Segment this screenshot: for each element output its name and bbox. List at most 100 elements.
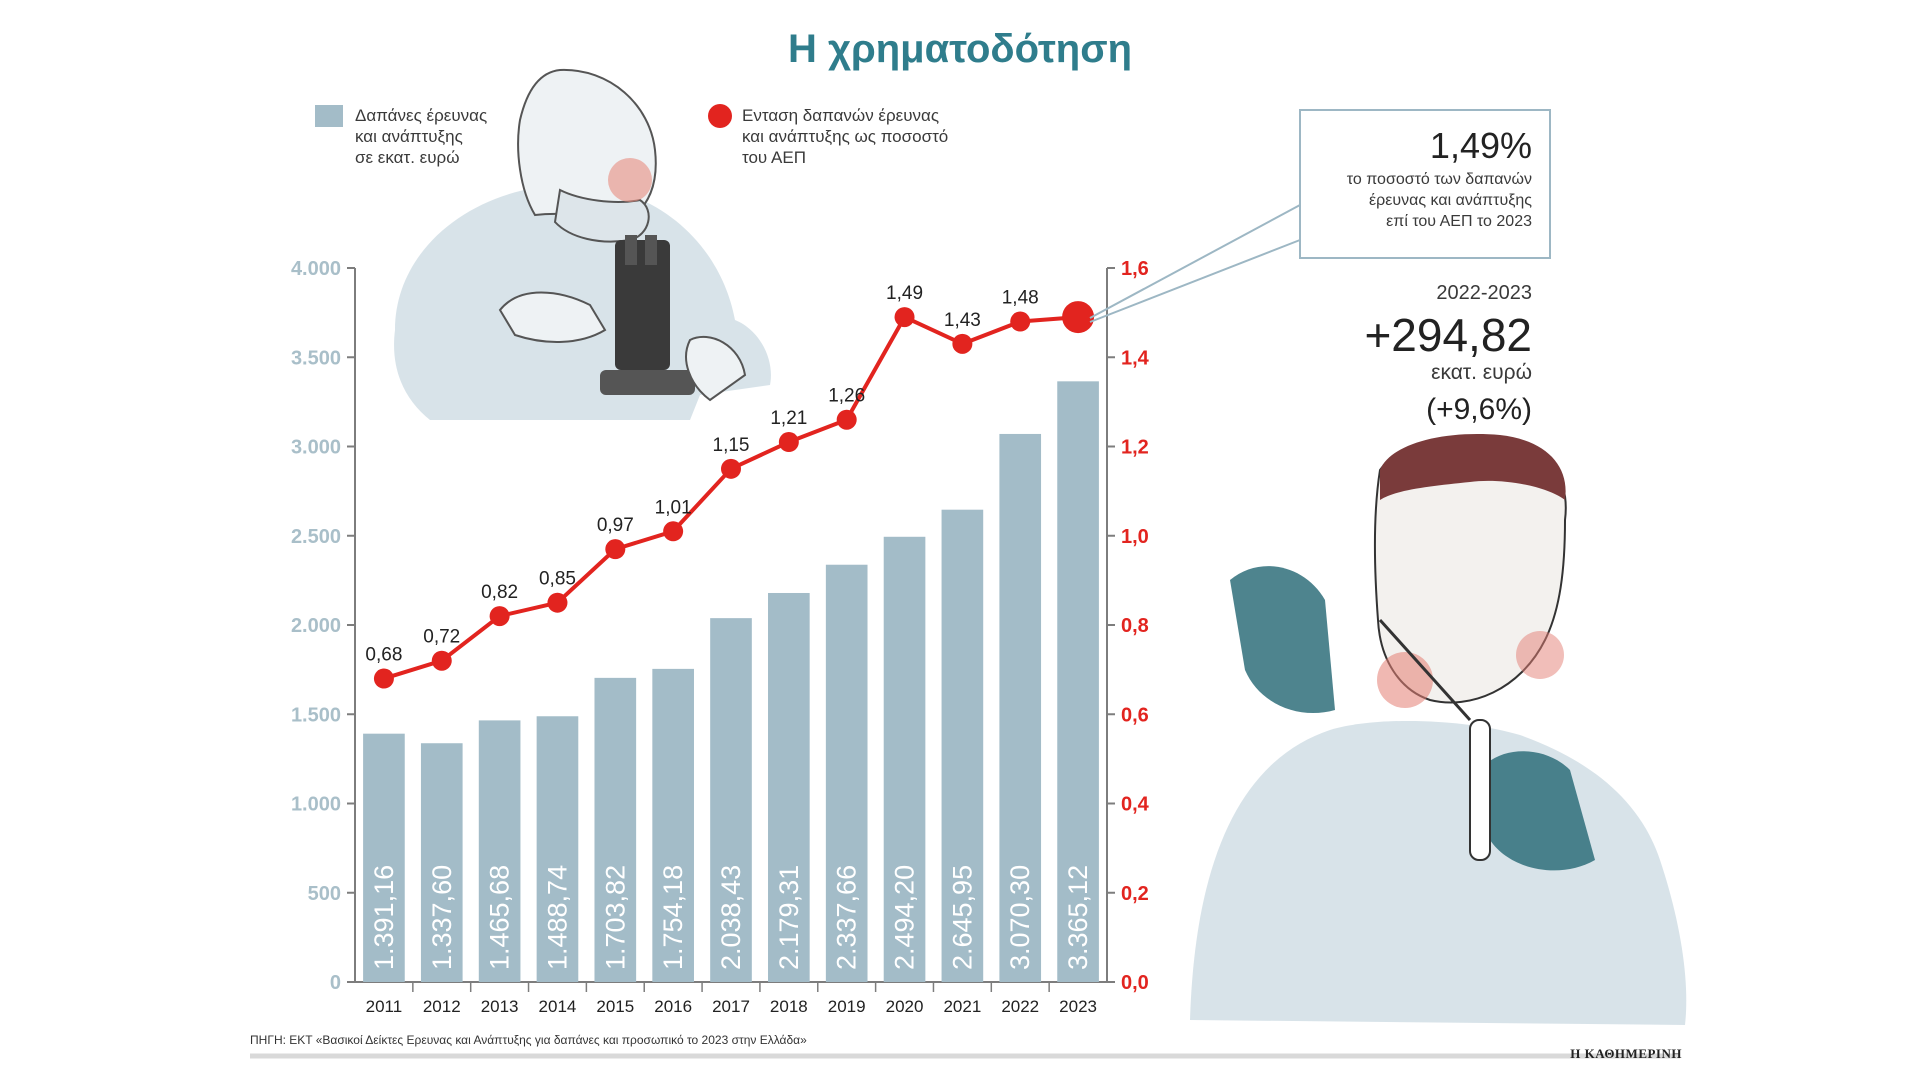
intensity-point: [663, 521, 684, 542]
callout: 1,49% το ποσοστό των δαπανών έρευνας και…: [1089, 109, 1551, 323]
stat-unit: εκατ. ευρώ: [1431, 361, 1532, 384]
legend-line-line-3: του ΑΕΠ: [742, 148, 806, 167]
legend-bars-line-2: και ανάπτυξης: [355, 127, 463, 146]
intensity-point-label: 1,15: [713, 435, 750, 456]
intensity-point: [431, 650, 452, 671]
bar: [420, 743, 463, 982]
bar: [652, 668, 694, 982]
x-axis-tick-label: 2011: [366, 997, 403, 1016]
intensity-point-label: 0,68: [365, 645, 402, 666]
intensity-point: [1062, 301, 1095, 334]
x-axis-tick-label: 2012: [423, 997, 461, 1016]
x-axis-tick-label: 2022: [1001, 997, 1039, 1016]
callout-value: 1,49%: [1430, 125, 1532, 166]
bar-value-label: 1.703,82: [600, 865, 630, 970]
intensity-point: [721, 458, 741, 479]
x-axis-tick-label: 2021: [943, 997, 981, 1016]
bar-value-label: 2.038,43: [716, 865, 746, 970]
source-note: ΠΗΓΗ: ΕΚΤ «Βασικοί Δείκτες Ερευνας και Α…: [250, 1033, 807, 1047]
intensity-point-label: 1,01: [655, 497, 692, 518]
bar-value-label: 2.179,31: [774, 865, 804, 970]
legend-bar-swatch: [315, 105, 343, 127]
bar-value-label: 1.754,18: [658, 865, 688, 970]
x-axis-tick-label: 2023: [1059, 997, 1097, 1016]
bar: [999, 433, 1042, 983]
bar: [941, 509, 984, 982]
bar: [825, 564, 868, 982]
right-axis-tick-label: 0,4: [1121, 794, 1150, 816]
bar: [710, 618, 752, 982]
callout-box: [1299, 109, 1551, 259]
intensity-point: [952, 333, 973, 354]
right-axis-tick-label: 0,8: [1121, 615, 1149, 637]
bar: [536, 716, 579, 982]
right-axis-tick-label: 1,4: [1121, 347, 1150, 369]
scientist-test-tube-icon: [1190, 434, 1687, 1025]
bar-value-label: 1.465,68: [485, 865, 515, 970]
bar: [363, 733, 405, 982]
bars: [363, 381, 1099, 983]
right-axis-tick-label: 1,0: [1121, 526, 1149, 548]
intensity-point: [1010, 311, 1031, 332]
legend-bars-line-3: σε εκατ. ευρώ: [355, 148, 459, 167]
left-axis-tick-label: 500: [308, 883, 341, 905]
line-series: [373, 301, 1095, 689]
x-axis-tick-label: 2018: [770, 997, 808, 1016]
intensity-point-label: 1,21: [770, 408, 807, 429]
right-axis-tick-label: 0,2: [1121, 883, 1149, 905]
x-axis-tick-label: 2013: [481, 997, 519, 1016]
right-axis-tick-label: 1,2: [1121, 437, 1149, 459]
left-axis-tick-label: 3.000: [291, 437, 341, 459]
left-axis-tick-label: 2.500: [291, 526, 341, 548]
intensity-point: [489, 606, 510, 627]
x-axis-ticks: 2011 2012 2013 2014 2015 2016 2017 2018 2019 2020…: [366, 982, 1097, 1016]
bar-value-label: 2.494,20: [890, 865, 920, 970]
bar: [1057, 381, 1099, 983]
left-axis-tick-label: 4.000: [291, 258, 341, 280]
x-axis-tick-label: 2015: [596, 997, 634, 1016]
intensity-point: [547, 592, 568, 613]
x-axis-tick-label: 2020: [886, 997, 924, 1016]
stat-value: +294,82: [1364, 309, 1532, 361]
intensity-point-label: 0,82: [481, 582, 518, 603]
intensity-point-label: 1,26: [828, 386, 865, 407]
intensity-point: [836, 409, 857, 430]
left-axis-tick-label: 1.500: [291, 704, 341, 726]
x-axis-tick-label: 2016: [654, 997, 692, 1016]
chart-title: Η χρηματοδότηση: [788, 27, 1132, 71]
bar-value-label: 1.391,16: [369, 865, 399, 970]
callout-line-3: επί του ΑΕΠ το 2023: [1386, 213, 1532, 230]
x-axis-tick-label: 2017: [712, 997, 750, 1016]
right-axis-tick-label: 0,6: [1121, 704, 1149, 726]
right-axis-tick-label: 0,0: [1121, 972, 1149, 994]
bar-value-label: 2.337,66: [832, 865, 862, 970]
intensity-point: [373, 668, 394, 689]
bar-value-label: 3.365,12: [1063, 865, 1093, 970]
stat-block: 2022-2023 +294,82 εκατ. ευρώ (+9,6%): [1364, 282, 1532, 426]
scientist-microscope-icon: [394, 68, 771, 420]
intensity-point-label: 1,43: [944, 310, 981, 331]
bar-labels: 1.391,16 1.337,60 1.465,68 1.488,74 1.703,82…: [369, 865, 1093, 970]
bar-value-label: 1.337,60: [427, 865, 457, 970]
bar: [768, 592, 810, 982]
left-axis-tick-label: 1.000: [291, 794, 341, 816]
intensity-point: [894, 307, 915, 328]
legend-line-line-2: και ανάπτυξης ως ποσοστό: [742, 127, 948, 146]
left-axis-tick-label: 0: [330, 972, 341, 994]
intensity-point: [778, 432, 799, 453]
legend-line-swatch: [708, 104, 732, 128]
right-axis-ticks: 0,0 0,2 0,4 0,6 0,8 1,0 1,2 1,4 1,6: [1107, 258, 1150, 994]
legend-line-line-1: Ενταση δαπανών έρευνας: [742, 106, 939, 125]
legend: Δαπάνες έρευνας και ανάπτυξης σε εκατ. ε…: [315, 104, 948, 167]
bar-value-label: 2.645,95: [947, 865, 977, 970]
x-axis-tick-label: 2019: [828, 997, 866, 1016]
intensity-point-label: 0,85: [539, 569, 576, 590]
callout-line-1: το ποσοστό των δαπανών: [1347, 171, 1532, 188]
bar: [594, 677, 637, 982]
left-axis-tick-label: 3.500: [291, 347, 341, 369]
left-axis-ticks: 0 500 1.000 1.500 2.000 2.500 3.000 3.500 4.000: [291, 258, 355, 994]
intensity-point-label: 0,97: [597, 515, 634, 536]
x-axis-tick-label: 2014: [539, 997, 577, 1016]
brand-logo: Η ΚΑΘΗΜΕΡΙΝΗ: [1570, 1046, 1682, 1061]
